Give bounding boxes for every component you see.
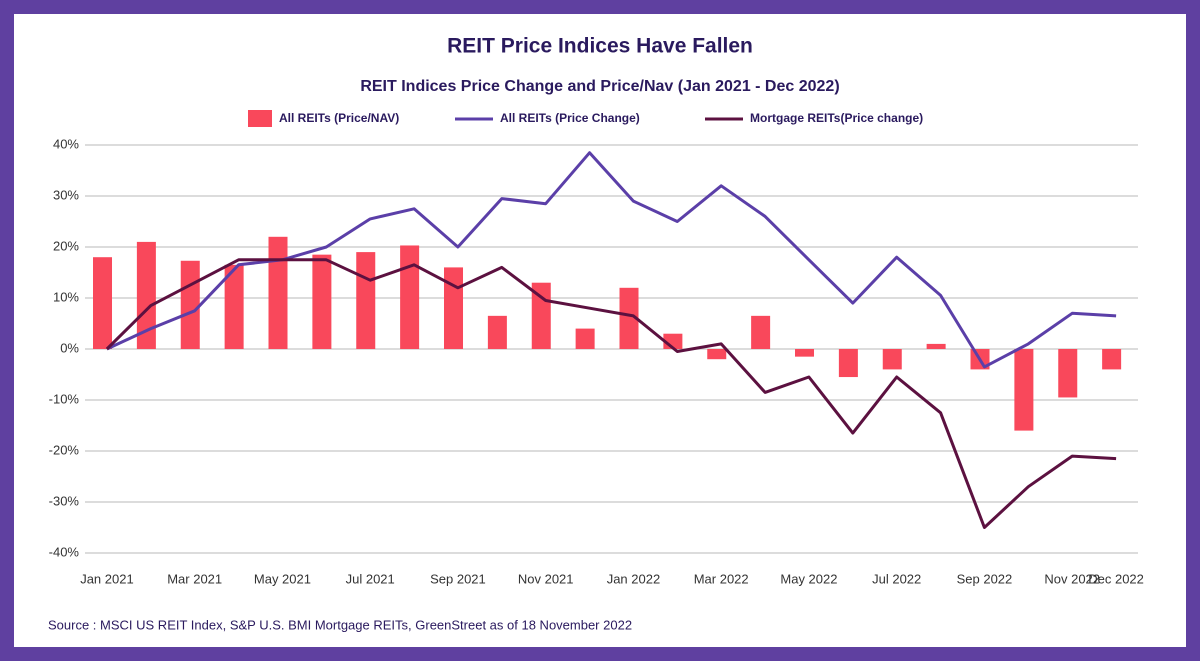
bar: [224, 264, 244, 349]
x-tick-label: Nov 2021: [518, 571, 574, 586]
bar: [136, 241, 156, 349]
x-tick-label: Dec 2022: [1088, 571, 1144, 586]
x-tick-label: Jul 2021: [346, 571, 395, 586]
legend-label: All REITs (Price Change): [500, 111, 640, 125]
x-tick-label: Jul 2022: [872, 571, 921, 586]
bar: [882, 349, 902, 370]
legend-swatch: [248, 110, 272, 127]
bar: [1102, 349, 1122, 370]
x-tick-label: Nov 2022: [1044, 571, 1100, 586]
x-tick-label: Mar 2022: [694, 571, 749, 586]
bar: [1058, 349, 1078, 398]
line: [105, 258, 1117, 529]
bar: [312, 254, 332, 349]
bar: [400, 245, 420, 349]
chart-title: REIT Price Indices Have Fallen: [447, 35, 753, 58]
y-tick-label: 20%: [53, 238, 79, 253]
source-note: Source : MSCI US REIT Index, S&P U.S. BM…: [48, 617, 632, 632]
x-tick-label: May 2022: [780, 571, 837, 586]
bar: [1014, 349, 1034, 431]
y-tick-label: 0%: [60, 340, 79, 355]
y-tick-label: -10%: [49, 391, 80, 406]
bar: [180, 260, 200, 349]
bar: [575, 328, 595, 349]
bar: [444, 267, 464, 349]
chart-subtitle: REIT Indices Price Change and Price/Nav …: [360, 78, 839, 95]
y-tick-label: -30%: [49, 493, 80, 508]
bar: [356, 252, 376, 349]
bar: [268, 236, 288, 349]
y-tick-label: -40%: [49, 544, 80, 559]
x-tick-label: Sep 2022: [957, 571, 1013, 586]
x-tick-label: May 2021: [254, 571, 311, 586]
bar: [751, 315, 771, 349]
x-tick-label: Mar 2021: [167, 571, 222, 586]
y-tick-label: 30%: [53, 187, 79, 202]
bar: [707, 349, 727, 360]
bar: [487, 315, 507, 349]
legend-label: Mortgage REITs(Price change): [750, 111, 923, 125]
x-tick-label: Sep 2021: [430, 571, 486, 586]
card: [14, 14, 1186, 647]
bar: [838, 349, 858, 378]
bar: [795, 349, 815, 357]
y-tick-label: 40%: [53, 136, 79, 151]
bar: [93, 257, 113, 349]
bar: [619, 287, 639, 349]
bar: [926, 343, 946, 349]
x-tick-label: Jan 2021: [80, 571, 134, 586]
x-tick-label: Jan 2022: [607, 571, 661, 586]
y-tick-label: -20%: [49, 442, 80, 457]
legend-label: All REITs (Price/NAV): [279, 111, 399, 125]
y-tick-label: 10%: [53, 289, 79, 304]
